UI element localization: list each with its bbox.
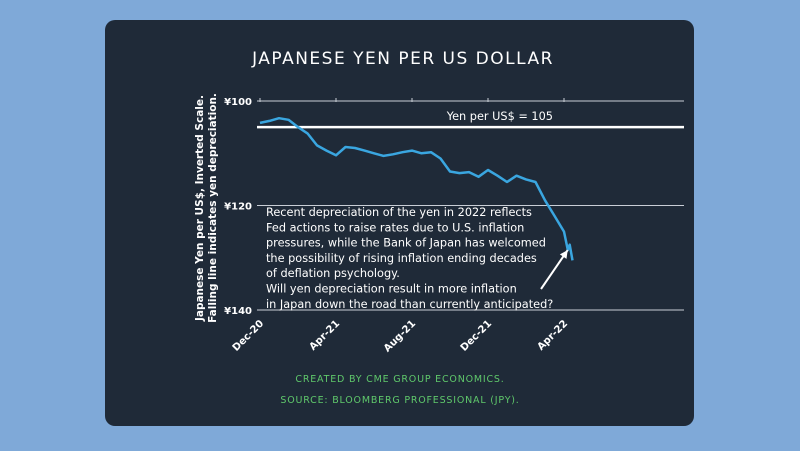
annotation-arrow xyxy=(540,249,569,290)
chart-card xyxy=(105,20,694,426)
series-line-jpy xyxy=(259,116,574,261)
footer-credit: CREATED BY CME GROUP ECONOMICS. xyxy=(295,374,504,385)
annotation-text-line: in Japan down the road than currently an… xyxy=(266,298,553,311)
x-tick-label: Apr-22 xyxy=(536,318,571,353)
annotation-text-line: Recent depreciation of the yen in 2022 r… xyxy=(266,206,532,219)
reference-line-label: Yen per US$ = 105 xyxy=(446,110,553,123)
x-tick-label: Dec-21 xyxy=(459,318,494,353)
chart-title: JAPANESE YEN PER US DOLLAR xyxy=(251,49,554,69)
x-tick-label: Aug-21 xyxy=(382,318,418,354)
annotation-text-line: Will yen depreciation result in more inf… xyxy=(266,283,517,296)
x-tick-label: Dec-20 xyxy=(231,318,266,353)
x-tick-label: Apr-21 xyxy=(308,318,343,353)
annotation-text-line: of deflation psychology. xyxy=(266,267,400,280)
y-tick-label: ¥120 xyxy=(224,202,252,213)
y-tick-label: ¥100 xyxy=(224,97,252,108)
y-tick-label: ¥140 xyxy=(224,306,252,317)
y-axis-label: Japanese Yen per US$, Inverted Scale. xyxy=(194,95,206,322)
annotation-text-line: pressures, while the Bank of Japan has w… xyxy=(266,237,546,250)
footer-source: SOURCE: BLOOMBERG PROFESSIONAL (JPY). xyxy=(280,395,519,406)
annotation-text-line: the possibility of rising inflation endi… xyxy=(266,252,537,265)
y-axis-label: Falling line indicates yen depreciation. xyxy=(207,93,219,323)
annotation-text-line: Fed actions to raise rates due to U.S. i… xyxy=(266,221,524,234)
